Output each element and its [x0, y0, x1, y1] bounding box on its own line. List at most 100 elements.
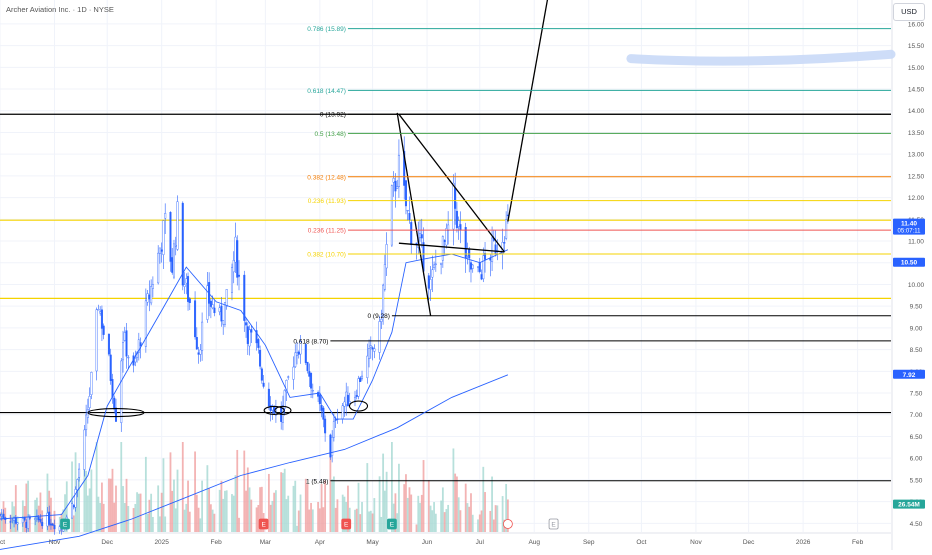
volume-bar — [250, 499, 253, 532]
volume-bar — [122, 486, 124, 532]
volume-bar — [188, 511, 191, 532]
volume-bar — [127, 505, 130, 532]
volume-bar — [181, 442, 184, 532]
time-tick: Oct — [0, 539, 5, 546]
time-tick: 2026 — [796, 539, 811, 546]
volume-bar — [306, 484, 309, 532]
candle-body — [250, 329, 253, 333]
price-tick: 8.50 — [910, 347, 923, 354]
volume-bar — [285, 499, 288, 532]
candle-body — [88, 396, 91, 408]
candle-body — [331, 437, 334, 456]
volume-bar — [403, 484, 406, 532]
candle-body — [243, 274, 246, 321]
volume-bar — [477, 519, 479, 532]
candle-body — [260, 368, 263, 381]
volume-bar — [334, 507, 337, 532]
candle-body — [201, 321, 204, 351]
candle-body — [403, 150, 406, 186]
volume-bar — [368, 511, 370, 532]
volume-bar — [294, 480, 297, 532]
price-tick: 15.00 — [908, 65, 925, 72]
fib-label: 0.786 (15.89) — [307, 26, 346, 33]
candle-body — [21, 517, 24, 523]
volume-bar — [213, 513, 216, 532]
candle-body — [90, 372, 93, 395]
price-tick: 4.50 — [910, 521, 923, 528]
candle-body — [111, 378, 114, 398]
time-axis[interactable]: Oct Nov Dec 2025 Feb Mar Apr May Jun Jul Aug Sep Oct… — [0, 539, 864, 546]
volume-bar — [71, 461, 73, 532]
price-axis[interactable]: 4.505.005.506.006.507.007.508.008.509.00… — [908, 21, 925, 527]
volume-bar — [378, 476, 381, 532]
candle-body — [72, 505, 75, 508]
price-tick: 12.50 — [908, 173, 925, 180]
volume-bar — [410, 494, 413, 532]
candle-body — [345, 391, 348, 406]
volume-bar — [245, 490, 247, 532]
candle-body — [71, 503, 74, 519]
candle-body — [380, 318, 383, 322]
candle-body — [299, 341, 302, 355]
price-tick: 9.00 — [910, 325, 923, 332]
volume-bar — [267, 473, 270, 532]
volume-bar — [169, 452, 172, 532]
volume-bar — [394, 493, 397, 532]
volume-bar — [101, 482, 103, 532]
candle-body — [369, 345, 372, 348]
candle-body — [361, 375, 364, 379]
volume-bar — [120, 442, 123, 532]
volume-bar — [0, 512, 1, 532]
earnings-marker — [386, 518, 397, 530]
volume-bar — [287, 495, 290, 532]
currency-button[interactable]: USD — [893, 3, 925, 21]
volume-bar — [148, 499, 151, 532]
volume-bar — [136, 492, 138, 532]
candle-body — [457, 220, 460, 227]
time-tick: Mar — [260, 539, 272, 546]
candle-body — [174, 245, 177, 247]
price-label-text: 7.92 — [903, 372, 916, 379]
candle-body — [11, 519, 14, 521]
symbol-header: Archer Aviation Inc. · 1D · NYSE — [6, 5, 114, 14]
volume-bar — [478, 514, 481, 532]
volume-bar — [21, 500, 24, 532]
volume-bar — [34, 499, 37, 532]
candle-body — [97, 309, 100, 311]
price-tick: 6.00 — [910, 456, 923, 463]
candle-body — [334, 419, 337, 421]
time-tick: Nov — [690, 539, 702, 546]
candle-body — [306, 361, 309, 371]
volume-bar — [72, 515, 75, 532]
volume-bar — [209, 504, 212, 532]
candle-body — [95, 309, 98, 372]
volume-bar — [422, 460, 425, 532]
candle-body — [211, 304, 214, 309]
candle-body — [477, 266, 480, 268]
volume-bar — [361, 501, 363, 532]
volume-bar — [248, 487, 251, 532]
volume-bar — [371, 513, 374, 532]
volume-bar — [88, 488, 91, 532]
volume-bar — [183, 509, 186, 532]
volume-bar — [398, 463, 400, 532]
fib-levels: 1 (5.48) 0.618 (8.70) 0 (9.28) 0.382 (10.70… — [293, 26, 891, 485]
candle-body — [283, 390, 286, 409]
volume-bar — [308, 509, 311, 532]
candle-body — [99, 311, 102, 314]
earnings-marker — [341, 518, 352, 530]
candle-body — [188, 298, 191, 304]
circle-annotation — [263, 405, 285, 415]
volume-bar — [466, 503, 469, 532]
volume-bar — [185, 503, 188, 532]
volume-bar — [459, 510, 462, 532]
candle-body — [16, 522, 19, 525]
candle-body — [296, 352, 299, 356]
volume-bar — [50, 497, 52, 532]
volume-bar — [369, 510, 372, 532]
volume-bar — [317, 501, 319, 532]
fib-label: 0 (13.92) — [320, 112, 346, 119]
candle-body — [459, 224, 462, 231]
